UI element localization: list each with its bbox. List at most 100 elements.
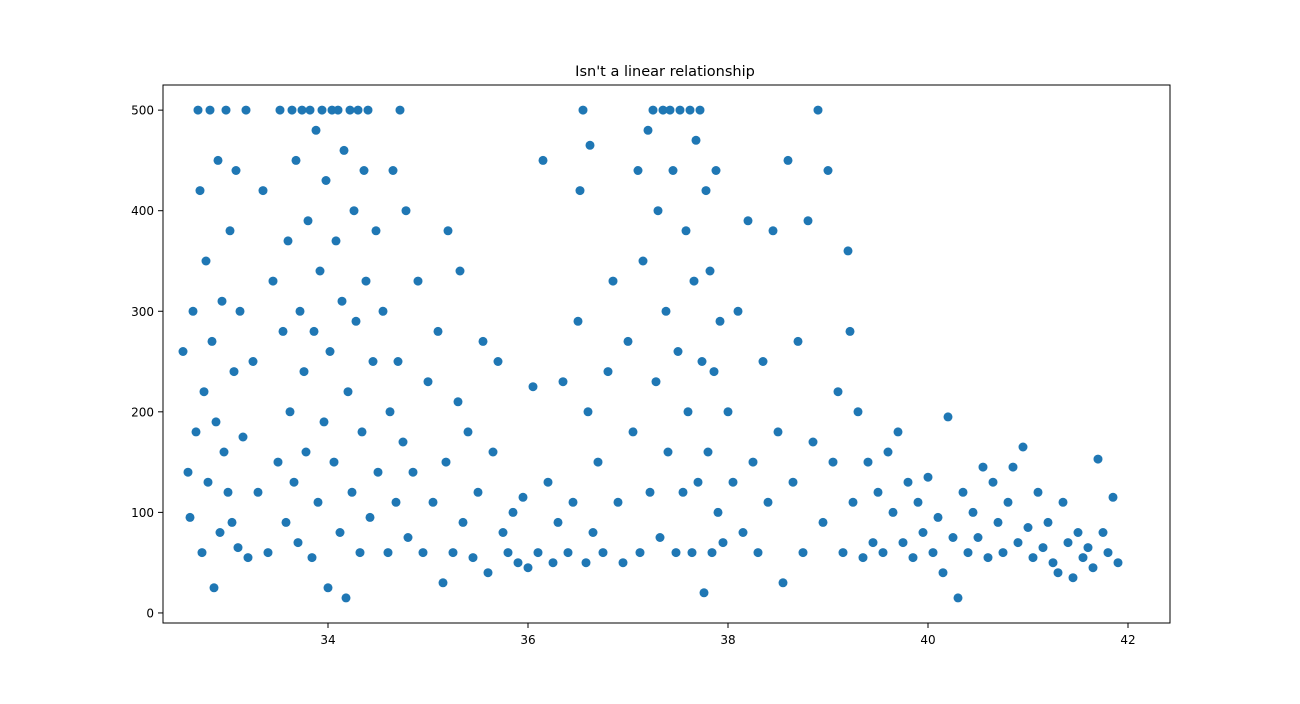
chart-title: Isn't a linear relationship — [575, 64, 755, 80]
data-point — [203, 477, 213, 487]
data-point — [705, 266, 715, 276]
data-point — [778, 578, 788, 588]
data-point — [1028, 553, 1038, 563]
data-point — [278, 326, 288, 336]
data-point — [758, 357, 768, 366]
data-point — [628, 427, 638, 437]
data-point — [528, 382, 538, 392]
data-point — [395, 105, 405, 115]
data-point — [408, 467, 418, 477]
data-point — [473, 487, 483, 497]
data-point — [1013, 538, 1023, 548]
data-point — [229, 367, 239, 377]
data-point — [988, 477, 998, 487]
data-point — [1103, 548, 1113, 558]
data-point — [453, 397, 463, 407]
data-point — [603, 367, 613, 377]
data-point — [943, 412, 953, 422]
data-point — [1038, 543, 1048, 553]
data-point — [347, 487, 357, 497]
data-point — [655, 533, 665, 542]
data-point — [413, 276, 423, 286]
data-point — [675, 105, 685, 115]
data-point — [383, 548, 393, 558]
data-point — [478, 336, 488, 346]
data-point — [858, 553, 868, 563]
data-point — [1063, 538, 1073, 548]
data-point — [998, 548, 1008, 558]
data-point — [653, 206, 663, 216]
data-point — [211, 417, 221, 427]
data-point — [689, 276, 699, 286]
data-point — [335, 528, 345, 537]
data-point — [973, 533, 983, 542]
y-tick-label: 100 — [131, 506, 154, 520]
data-point — [968, 507, 978, 517]
data-point — [285, 407, 295, 417]
data-point — [323, 583, 333, 593]
data-point — [321, 176, 331, 185]
data-point — [848, 497, 858, 507]
data-point — [563, 548, 573, 558]
data-point — [299, 367, 309, 377]
data-point — [488, 447, 498, 457]
data-point — [928, 548, 938, 558]
data-point — [513, 558, 523, 568]
data-point — [715, 316, 725, 326]
data-point — [668, 166, 678, 175]
data-point — [938, 568, 948, 578]
data-point — [585, 140, 595, 150]
data-point — [293, 538, 303, 548]
data-point — [1068, 573, 1078, 583]
data-point — [691, 135, 701, 145]
data-point — [503, 548, 513, 558]
data-point — [533, 548, 543, 558]
data-point — [483, 568, 493, 578]
data-point — [273, 457, 283, 467]
data-point — [683, 407, 693, 417]
data-point — [289, 477, 299, 487]
data-point — [1083, 543, 1093, 553]
data-point — [709, 367, 719, 377]
data-point — [209, 583, 219, 593]
data-point — [295, 306, 305, 316]
data-point — [893, 427, 903, 437]
x-tick-label: 40 — [920, 633, 935, 647]
data-point — [258, 186, 268, 196]
data-point — [1078, 553, 1088, 563]
data-point — [333, 105, 343, 115]
data-point — [828, 457, 838, 467]
data-point — [618, 558, 628, 568]
data-point — [588, 528, 598, 537]
data-point — [873, 487, 883, 497]
data-point — [1008, 462, 1018, 472]
data-point — [283, 236, 293, 246]
data-point — [343, 387, 353, 397]
data-point — [665, 105, 675, 115]
data-point — [201, 256, 211, 266]
data-point — [963, 548, 973, 558]
data-point — [853, 407, 863, 417]
data-point — [433, 326, 443, 336]
data-point — [693, 477, 703, 487]
data-point — [329, 457, 339, 467]
data-point — [223, 487, 233, 497]
data-point — [401, 206, 411, 216]
data-point — [703, 447, 713, 457]
data-point — [221, 105, 231, 115]
data-point — [583, 407, 593, 417]
data-point — [371, 226, 381, 236]
data-point — [225, 226, 235, 236]
data-point — [1113, 558, 1123, 568]
data-point — [823, 166, 833, 175]
x-tick-label: 42 — [1120, 633, 1135, 647]
y-axis: 0 100 200 300 400 500 — [131, 104, 163, 620]
data-point — [748, 457, 758, 467]
data-point — [918, 528, 928, 537]
data-point — [713, 507, 723, 517]
data-point — [339, 145, 349, 155]
data-point — [538, 155, 548, 165]
data-point — [663, 447, 673, 457]
data-point — [1058, 497, 1068, 507]
data-point — [325, 347, 335, 356]
